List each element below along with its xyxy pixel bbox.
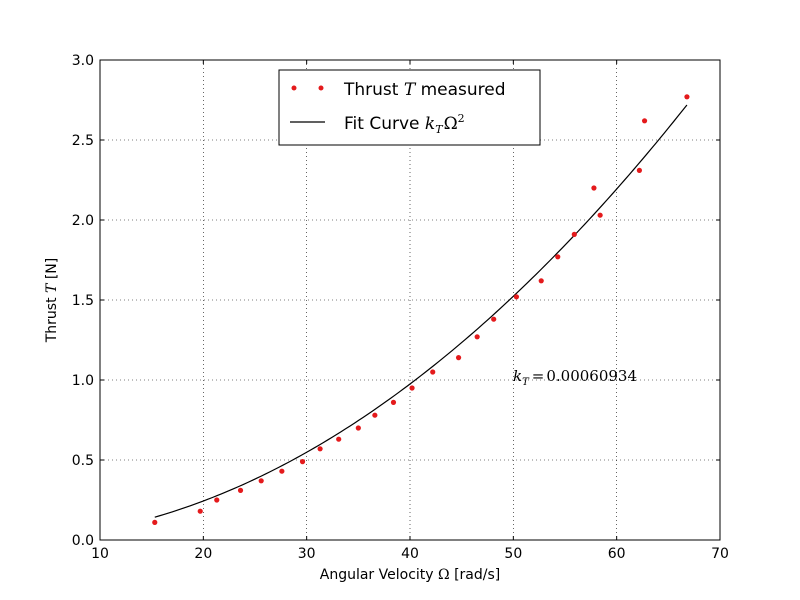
legend-marker-point-right (318, 85, 324, 91)
measured-point (336, 436, 342, 442)
measured-point (299, 459, 306, 465)
legend-box (278, 69, 541, 146)
measured-points-layer (152, 94, 690, 526)
y-tick-label: 2.0 (72, 213, 94, 229)
measured-point (641, 118, 648, 124)
measured-point (355, 425, 361, 431)
x-tick-label: 60 (608, 546, 626, 562)
legend-label-fit: Fit Curve kTΩ2 (344, 112, 465, 136)
fit-curve-layer (154, 104, 688, 518)
y-tick-label: 1.0 (72, 373, 94, 389)
fit-curve-line (154, 104, 688, 518)
x-tick-label: 40 (401, 546, 419, 562)
measured-point (597, 212, 603, 218)
y-axis-label: Thrust T [N] (44, 258, 60, 344)
x-tick-label: 70 (711, 546, 729, 562)
measured-point (197, 508, 203, 514)
measured-point (317, 446, 323, 452)
y-tick-label: 3.0 (72, 53, 94, 69)
measured-point (390, 399, 397, 405)
x-tick-label: 30 (298, 546, 316, 562)
measured-point (538, 278, 544, 284)
measured-point (279, 468, 285, 474)
measured-point (491, 316, 497, 322)
measured-point (214, 497, 220, 503)
axis-ticks: 10 20 30 40 50 60 70 0.0 0.5 1.0 1.5 2.0 2.5 3.0 (72, 53, 729, 562)
y-tick-label: 1.5 (72, 293, 94, 309)
measured-point (409, 385, 415, 391)
legend-label-measured: Thrust T measured (343, 80, 506, 100)
measured-point (152, 519, 158, 526)
measured-point (430, 369, 436, 375)
grid-lines (100, 60, 720, 540)
measured-point (571, 231, 577, 237)
legend: Thrust T measured Fit Curve kTΩ2 (278, 69, 541, 146)
x-tick-label: 10 (91, 546, 109, 562)
x-tick-label: 20 (194, 546, 212, 562)
y-tick-label: 0.5 (72, 453, 94, 469)
measured-point (591, 185, 597, 191)
measured-point (513, 294, 520, 300)
measured-point (684, 94, 690, 100)
measured-point (455, 355, 462, 361)
measured-point (237, 487, 244, 493)
measured-point (258, 478, 264, 484)
measured-point (555, 254, 561, 260)
x-axis-label: Angular Velocity Ω [rad/s] (320, 567, 500, 583)
legend-marker-point-left (291, 85, 297, 91)
measured-point (372, 412, 378, 418)
y-tick-label: 2.5 (72, 133, 94, 149)
measured-point (636, 167, 643, 173)
measured-point (474, 334, 480, 340)
kt-annotation: kT = 0.00060934 (513, 367, 637, 388)
y-tick-label: 0.0 (72, 533, 94, 549)
x-tick-label: 50 (504, 546, 522, 562)
